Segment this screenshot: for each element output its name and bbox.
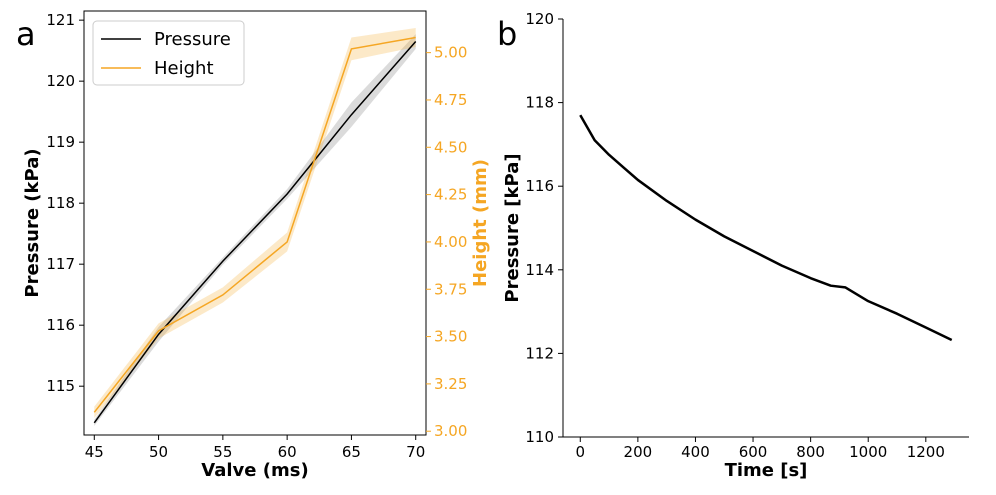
y2-tick-label: 4.00 xyxy=(434,233,467,251)
a-y-axis-label: Pressure (kPa) xyxy=(22,148,43,297)
x-tick-label: 45 xyxy=(85,443,104,461)
y-tick-label: 110 xyxy=(525,428,554,446)
y-tick-label: 116 xyxy=(525,177,554,195)
x-tick-label: 1200 xyxy=(907,443,945,461)
x-tick-label: 60 xyxy=(278,443,297,461)
series-line-pressure xyxy=(93,41,417,424)
y-tick-label: 115 xyxy=(46,377,75,395)
panel-label-a: a xyxy=(16,15,36,53)
panel-label-b: b xyxy=(497,15,517,53)
b-x-axis-label: Time [s] xyxy=(725,460,808,481)
chart-b: b 0 200 400 600 800 1000 1200 1101121141161181… xyxy=(497,10,969,481)
x-tick-label: 400 xyxy=(681,443,710,461)
b-series-lines xyxy=(579,114,953,342)
x-tick-label: 50 xyxy=(149,443,168,461)
y-tick-label: 120 xyxy=(46,72,75,90)
y-tick-label: 118 xyxy=(46,194,75,212)
y2-tick-label: 5.00 xyxy=(434,44,467,62)
series-line-height xyxy=(93,36,416,413)
chart-a: a 45 50 55 60 65 70 115 116 117 118 119 120 121 3.0… xyxy=(16,10,491,481)
x-tick-label: 70 xyxy=(406,443,425,461)
y-tick-label: 120 xyxy=(525,10,554,28)
band-pressure xyxy=(94,34,416,426)
x-tick-label: 200 xyxy=(624,443,653,461)
x-tick-label: 1000 xyxy=(849,443,887,461)
a-series-lines xyxy=(93,36,417,424)
a-plot-frame xyxy=(83,10,427,436)
y2-tick-label: 3.00 xyxy=(434,422,467,440)
y2-tick-label: 4.50 xyxy=(434,138,467,156)
x-tick-label: 0 xyxy=(576,443,586,461)
y2-tick-label: 4.25 xyxy=(434,186,467,204)
a-x-axis-label: Valve (ms) xyxy=(201,460,308,481)
a-y-ticks: 115 116 117 118 119 120 121 xyxy=(46,11,84,395)
y-tick-label: 112 xyxy=(525,344,554,362)
y2-tick-label: 3.50 xyxy=(434,328,467,346)
b-y-axis-label: Pressure [kPa] xyxy=(502,153,523,302)
y-tick-label: 118 xyxy=(525,94,554,112)
band-height xyxy=(94,28,416,418)
a-y2-ticks: 3.00 3.25 3.50 3.75 4.00 4.25 4.50 4.75 5.00 xyxy=(426,44,467,440)
a-x-ticks: 45 50 55 60 65 70 xyxy=(85,435,425,461)
y-tick-label: 117 xyxy=(46,255,75,273)
a-error-bands xyxy=(94,28,416,426)
x-tick-label: 65 xyxy=(342,443,361,461)
y-tick-label: 114 xyxy=(525,261,554,279)
legend-entry-pressure: Pressure xyxy=(154,29,231,50)
legend-entry-height: Height xyxy=(154,58,214,79)
x-tick-label: 800 xyxy=(796,443,825,461)
y-tick-label: 116 xyxy=(46,316,75,334)
y2-tick-label: 3.75 xyxy=(434,280,467,298)
legend-box xyxy=(92,20,245,86)
x-tick-label: 55 xyxy=(213,443,232,461)
b-x-ticks: 0 200 400 600 800 1000 1200 xyxy=(576,437,945,461)
a-legend: Pressure Height xyxy=(92,20,245,86)
y-tick-label: 119 xyxy=(46,133,75,151)
y2-tick-label: 3.25 xyxy=(434,375,467,393)
b-y-ticks: 110 112 114 116 118 120 xyxy=(525,10,563,446)
x-tick-label: 600 xyxy=(739,443,768,461)
y-tick-label: 121 xyxy=(46,11,75,29)
a-y2-axis-label: Height (mm) xyxy=(470,159,491,287)
y2-tick-label: 4.75 xyxy=(434,91,467,109)
series-line-pressure-time xyxy=(579,114,953,342)
